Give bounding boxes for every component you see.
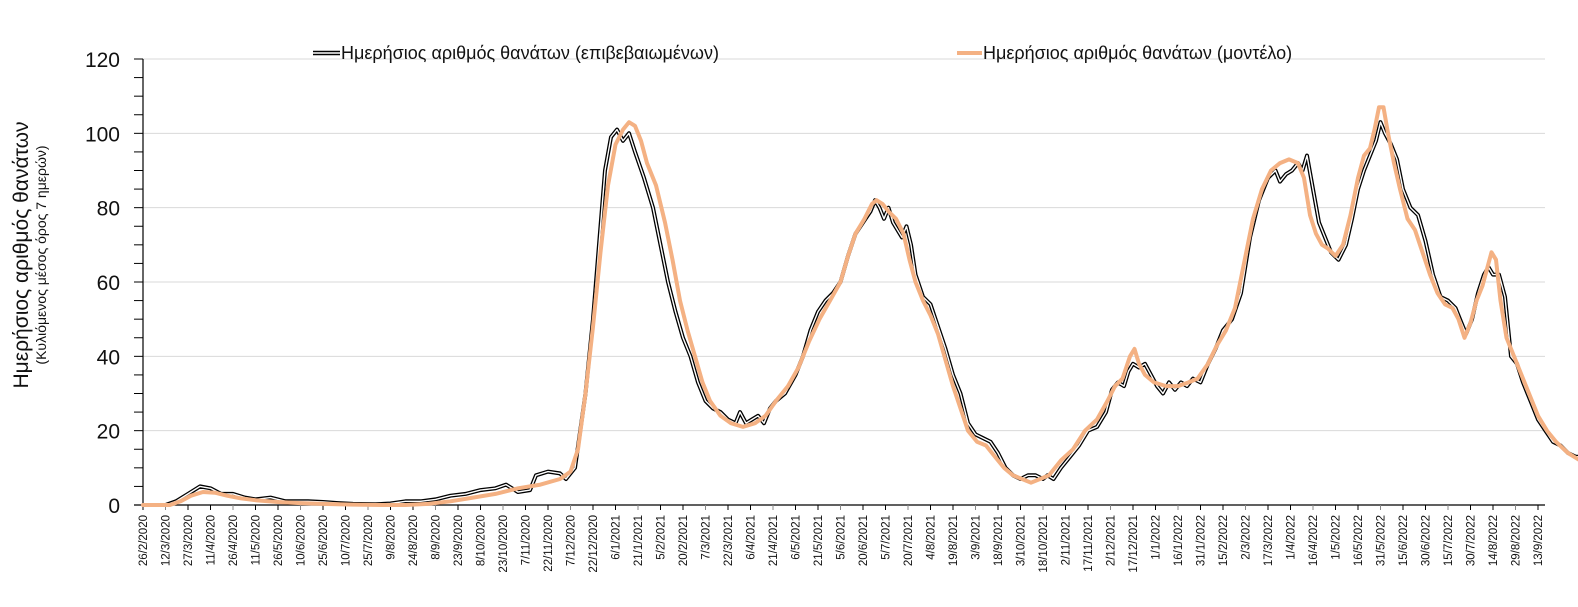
x-tick-label: 15/6/2022 [1398, 515, 1410, 566]
x-axis: 26/2/2020 12/3/2020 27/3/2020 11/4/2020 26/4… [134, 504, 1545, 573]
x-tick-label: 2/3/2022 [1241, 515, 1253, 560]
gridlines [143, 58, 1545, 432]
legend: Ημερήσιος αριθμός θανάτων (επιβεβαιωμένω… [313, 43, 1292, 63]
x-tick-label: 5/6/2021 [836, 515, 848, 560]
x-tick-label: 21/1/2021 [633, 515, 645, 566]
y-tick-label: 40 [97, 346, 120, 369]
x-tick-label: 6/5/2021 [791, 515, 803, 560]
y-tick-label: 20 [97, 421, 120, 444]
x-tick-label: 25/6/2020 [318, 515, 330, 566]
y-axis-title-sub: (Κυλιόμενος μέσος όρος 7 ημερών) [33, 145, 49, 364]
x-tick-label: 17/11/2021 [1083, 515, 1095, 572]
x-tick-label: 19/8/2021 [948, 515, 960, 566]
x-tick-label: 22/12/2020 [588, 515, 600, 573]
x-tick-label: 18/9/2021 [993, 515, 1005, 566]
x-tick-label: 26/4/2020 [228, 515, 240, 566]
y-tick-label: 120 [85, 49, 120, 72]
x-tick-label: 29/8/2022 [1511, 515, 1523, 566]
x-tick-label: 17/12/2021 [1128, 515, 1140, 573]
y-axis-title-main: Ημερήσιος αριθμός θανάτων [10, 121, 33, 388]
x-tick-label: 1/5/2022 [1331, 515, 1343, 560]
x-tick-label: 9/8/2020 [386, 515, 398, 560]
x-tick-label: 8/10/2020 [476, 515, 488, 566]
legend-label-model: Ημερήσιος αριθμός θανάτων (μοντέλο) [983, 43, 1292, 63]
y-tick-label: 60 [97, 272, 120, 295]
x-tick-label: 22/3/2021 [723, 515, 735, 566]
x-tick-label: 2/12/2021 [1106, 515, 1118, 566]
legend-item-confirmed: Ημερήσιος αριθμός θανάτων (επιβεβαιωμένω… [313, 43, 719, 63]
x-tick-label: 13/9/2022 [1533, 515, 1545, 566]
x-tick-label: 22/11/2020 [543, 515, 555, 572]
x-tick-label: 7/3/2021 [701, 515, 713, 560]
x-tick-label: 10/7/2020 [341, 515, 353, 566]
x-tick-label: 15/7/2022 [1443, 515, 1455, 566]
x-tick-label: 21/5/2021 [813, 515, 825, 566]
x-tick-label: 27/3/2020 [183, 515, 195, 566]
x-tick-label: 1/4/2022 [1286, 515, 1298, 560]
x-tick-label: 25/7/2020 [363, 515, 375, 566]
x-tick-label: 23/10/2020 [498, 515, 510, 573]
x-tick-label: 26/2/2020 [138, 515, 150, 566]
x-tick-label: 24/8/2020 [408, 515, 420, 566]
x-tick-label: 2/11/2021 [1061, 515, 1073, 565]
x-tick-label: 16/4/2022 [1308, 515, 1320, 566]
legend-item-model: Ημερήσιος αριθμός θανάτων (μοντέλο) [957, 43, 1292, 63]
x-tick-label: 17/3/2022 [1263, 515, 1275, 566]
x-tick-label: 16/1/2022 [1173, 515, 1185, 566]
x-tick-label: 5/7/2021 [881, 515, 893, 560]
y-tick-label: 80 [97, 198, 120, 221]
x-tick-label: 21/4/2021 [768, 515, 780, 566]
x-tick-label: 20/7/2021 [903, 515, 915, 566]
x-tick-label: 1/1/2022 [1151, 515, 1163, 560]
x-tick-label: 3/9/2021 [971, 515, 983, 560]
x-tick-label: 6/4/2021 [746, 515, 758, 560]
x-tick-label: 12/3/2020 [161, 515, 173, 566]
x-tick-label: 7/11/2020 [521, 515, 533, 565]
y-tick-label: 100 [85, 123, 120, 146]
legend-label-confirmed: Ημερήσιος αριθμός θανάτων (επιβεβαιωμένω… [341, 43, 719, 63]
x-tick-label: 30/7/2022 [1466, 515, 1478, 566]
y-axis: 0 20 40 60 80 100 120 [85, 49, 144, 518]
plot-area [141, 105, 1578, 507]
x-tick-label: 20/2/2021 [678, 515, 690, 566]
x-tick-label: 15/2/2022 [1218, 515, 1230, 566]
y-axis-title: Ημερήσιος αριθμός θανάτων (Κυλιόμενος μέ… [10, 121, 49, 388]
x-tick-label: 10/6/2020 [296, 515, 308, 566]
series-confirmed-outline [143, 120, 1578, 507]
x-tick-label: 18/10/2021 [1038, 515, 1050, 573]
x-tick-label: 11/5/2020 [251, 515, 263, 565]
x-tick-label: 30/6/2022 [1421, 515, 1433, 566]
x-tick-label: 8/9/2020 [431, 515, 443, 560]
x-tick-label: 7/12/2020 [566, 515, 578, 566]
x-tick-label: 6/1/2021 [611, 515, 623, 560]
x-tick-label: 3/10/2021 [1016, 515, 1028, 566]
x-tick-label: 31/5/2022 [1376, 515, 1388, 566]
x-tick-label: 23/9/2020 [453, 515, 465, 566]
x-tick-label: 5/2/2021 [656, 515, 668, 560]
x-tick-label: 14/8/2022 [1488, 515, 1500, 566]
x-tick-label: 31/1/2022 [1196, 515, 1208, 566]
x-tick-label: 16/5/2022 [1353, 515, 1365, 566]
x-tick-label: 26/5/2020 [273, 515, 285, 566]
y-tick-label: 0 [108, 495, 120, 518]
x-tick-label: 20/6/2021 [858, 515, 870, 566]
series-model-line [141, 105, 1578, 507]
x-tick-label: 11/4/2020 [206, 515, 218, 565]
x-tick-label: 4/8/2021 [926, 515, 938, 560]
